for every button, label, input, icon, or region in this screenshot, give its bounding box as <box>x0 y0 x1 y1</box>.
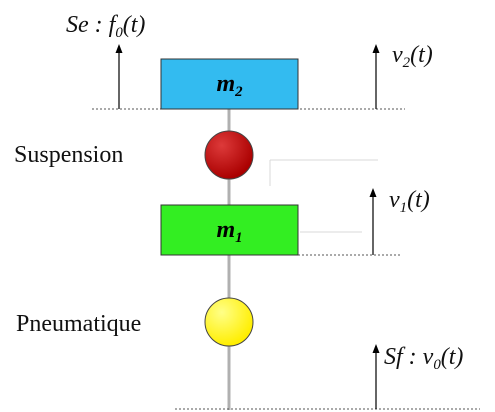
effort-source-label: Se : f0(t) <box>66 13 145 41</box>
effort-source-sub: 0 <box>115 25 123 42</box>
velocity-v2-sub: 2 <box>402 55 411 72</box>
velocity-v1-sub: 1 <box>399 200 408 217</box>
velocity-v1-prefix: v <box>389 187 400 213</box>
mass-m2-sub: 2 <box>235 84 243 101</box>
velocity-v2-suffix: (t) <box>410 42 433 68</box>
mass-m2-block <box>160 58 299 110</box>
flow-source-label: Sf : v0(t) <box>384 345 463 373</box>
arrow-up-icon <box>369 188 377 255</box>
suspension-element <box>204 130 254 180</box>
arrow-up-icon <box>115 44 123 109</box>
pneumatique-element <box>204 297 254 347</box>
pneumatique-label: Pneumatique <box>16 311 142 337</box>
flow-source-sub: 0 <box>433 357 441 374</box>
arrow-up-icon <box>372 344 380 409</box>
velocity-v1-label: v1(t) <box>389 188 430 216</box>
mass-m1-block <box>160 204 299 256</box>
mass-m2-base: m <box>216 71 236 97</box>
mass-m2-label: m2 <box>161 72 298 100</box>
flow-source-suffix: (t) <box>440 344 464 370</box>
suspension-label: Suspension <box>14 142 124 168</box>
mass-m1-base: m <box>216 217 236 243</box>
velocity-v1-suffix: (t) <box>407 187 430 213</box>
mass-m1-label: m1 <box>161 218 298 246</box>
velocity-v2-prefix: v <box>392 42 403 68</box>
velocity-v2-label: v2(t) <box>392 43 433 71</box>
flow-source-prefix: Sf : v <box>384 344 434 370</box>
effort-source-prefix: Se : f <box>66 12 116 38</box>
arrow-up-icon <box>372 44 380 109</box>
effort-source-suffix: (t) <box>122 12 146 38</box>
mass-m1-sub: 1 <box>235 230 243 247</box>
